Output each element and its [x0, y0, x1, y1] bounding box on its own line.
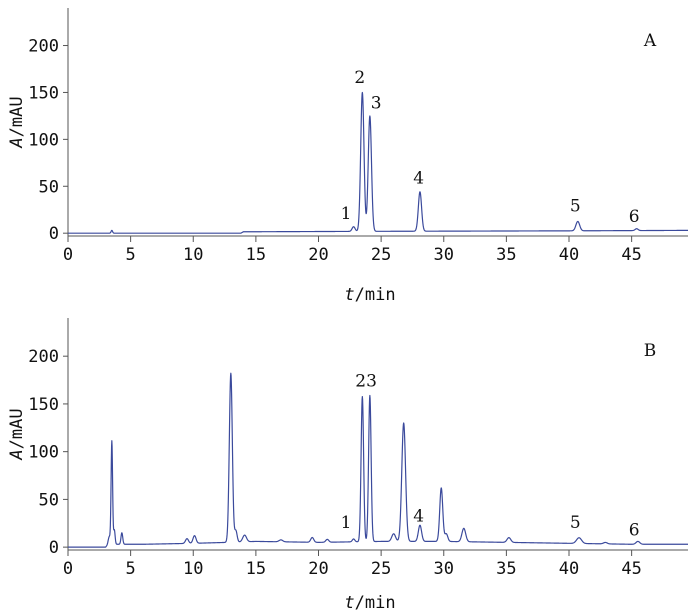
x-tick-label: 20 [308, 245, 328, 265]
x-axis-label: t/min [344, 593, 395, 610]
chromatogram-trace [67, 372, 689, 548]
y-tick-label: 200 [28, 347, 59, 367]
y-axis-label: A/mAU [7, 96, 27, 148]
x-tick-label: 45 [621, 559, 641, 579]
peak-annotation: 3 [371, 93, 382, 113]
peak-annotation: 5 [570, 513, 581, 533]
peak-annotation: 23 [355, 372, 377, 392]
x-tick-label: 35 [496, 559, 516, 579]
x-tick-label: 15 [246, 559, 266, 579]
peak-annotation: 1 [341, 513, 352, 533]
x-tick-label: 30 [434, 559, 454, 579]
panel-letter: B [644, 341, 657, 361]
x-tick-label: 30 [434, 245, 454, 265]
y-tick-label: 0 [49, 538, 59, 558]
y-tick-label: 100 [28, 443, 59, 463]
y-axis-label: A/mAU [7, 408, 27, 460]
x-tick-label: 15 [246, 245, 266, 265]
x-tick-label: 25 [371, 245, 391, 265]
x-tick-label: 5 [126, 245, 136, 265]
x-tick-label: 10 [183, 245, 203, 265]
chromatogram-trace [67, 91, 689, 234]
chart-panel-b: 0 5 10 15 20 25 30 35 40 45050100150200t/minA/mAU… [7, 318, 689, 610]
peak-annotation: 6 [629, 207, 640, 227]
x-axis-label: t/min [344, 285, 395, 305]
y-tick-label: 150 [28, 83, 59, 103]
y-tick-label: 0 [49, 224, 59, 244]
peak-annotation: 6 [629, 521, 640, 541]
y-tick-label: 100 [28, 130, 59, 150]
x-tick-label: 10 [183, 559, 203, 579]
panel-letter: A [643, 31, 657, 51]
y-tick-label: 200 [28, 37, 59, 57]
x-tick-label: 5 [126, 559, 136, 579]
peak-annotation: 1 [341, 204, 352, 224]
peak-annotation: 5 [570, 197, 581, 217]
peak-annotation: 4 [413, 506, 424, 526]
x-tick-label: 0 [63, 559, 73, 579]
x-tick-label: 40 [559, 245, 579, 265]
x-tick-label: 20 [308, 559, 328, 579]
x-tick-label: 25 [371, 559, 391, 579]
x-tick-label: 35 [496, 245, 516, 265]
x-tick-label: 45 [621, 245, 641, 265]
peak-annotation: 4 [413, 168, 424, 188]
peak-annotation: 2 [354, 68, 365, 88]
x-tick-label: 40 [559, 559, 579, 579]
y-tick-label: 50 [39, 490, 59, 510]
y-tick-label: 150 [28, 395, 59, 415]
y-tick-label: 50 [39, 177, 59, 197]
chart-panel-a: 0 5 10 15 20 25 30 35 40 45050100150200t/minA/mAU… [7, 8, 689, 305]
x-tick-label: 0 [63, 245, 73, 265]
